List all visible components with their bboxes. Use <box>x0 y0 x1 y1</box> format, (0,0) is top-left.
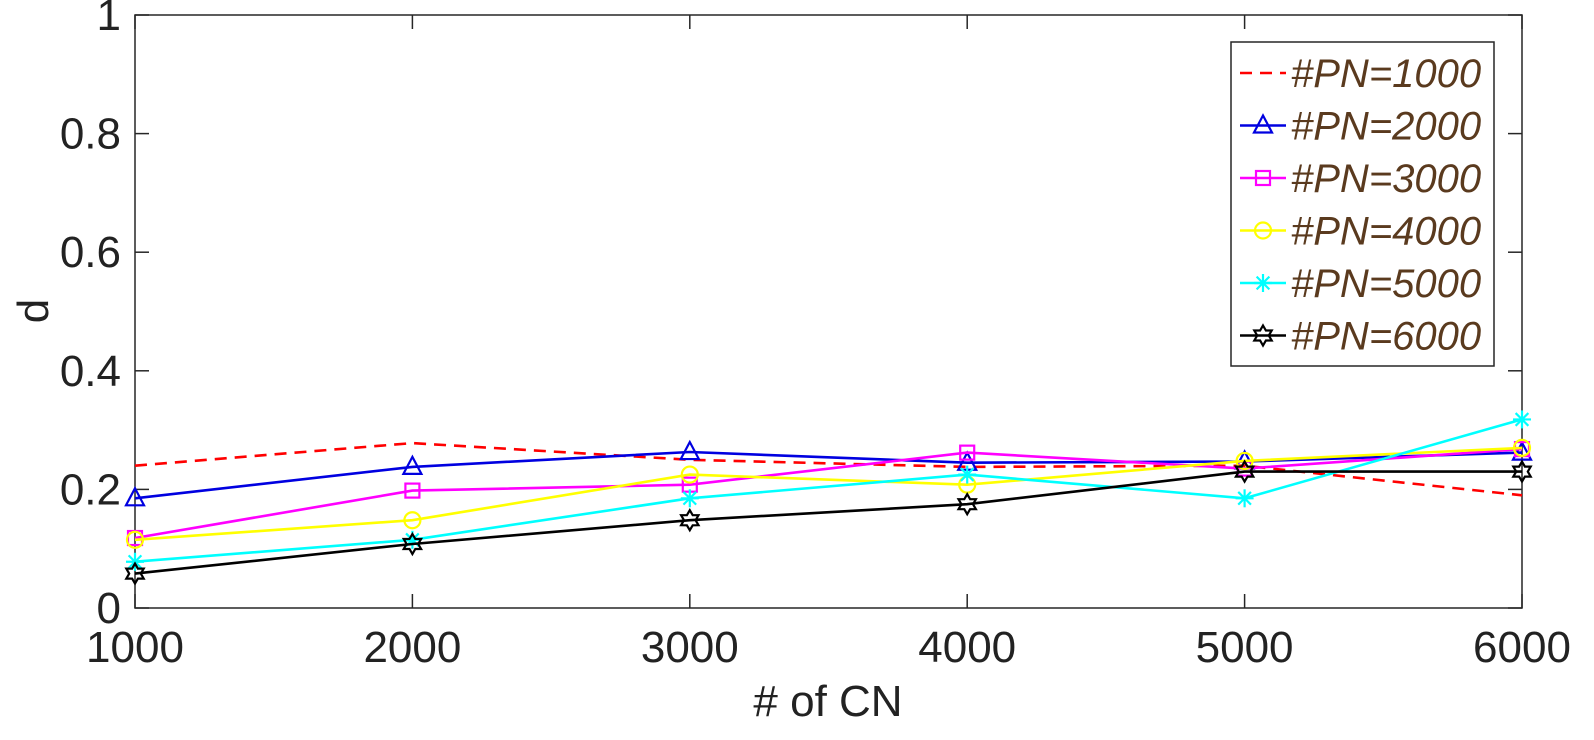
legend-label: #PN=2000 <box>1291 105 1481 149</box>
asterisk-stroke <box>960 467 975 482</box>
legend-label: #PN=3000 <box>1291 157 1481 201</box>
series-6 <box>124 459 1533 586</box>
y-tick-label: 0.6 <box>60 228 121 277</box>
asterisk-stroke <box>1255 275 1271 291</box>
x-tick-label: 2000 <box>363 623 461 672</box>
data-point <box>124 561 146 586</box>
x-tick-label: 6000 <box>1473 623 1571 672</box>
data-point <box>1254 274 1272 292</box>
legend-label: #PN=1000 <box>1291 52 1481 96</box>
data-point <box>125 530 145 549</box>
data-point <box>1512 438 1532 457</box>
legend-label: #PN=6000 <box>1291 315 1481 359</box>
y-tick-label: 0.2 <box>60 465 121 514</box>
series-1 <box>134 441 1523 497</box>
legend-item: #PN=3000 <box>1240 157 1481 201</box>
legend: #PN=1000 #PN=2000 #PN=3000 #PN=4000 #PN=5000… <box>1230 41 1495 367</box>
data-point <box>1235 489 1254 508</box>
series-line <box>134 441 1523 497</box>
data-point <box>680 489 699 508</box>
series-4 <box>125 438 1532 549</box>
y-axis-label: d <box>9 299 58 323</box>
data-point <box>401 454 424 475</box>
legend-item: #PN=1000 <box>1240 52 1481 96</box>
data-point <box>959 444 976 461</box>
data-point <box>956 492 978 517</box>
series-line <box>134 470 1522 575</box>
data-point <box>1513 410 1531 429</box>
data-point <box>679 508 701 533</box>
x-tick-label: 5000 <box>1196 623 1294 672</box>
data-point <box>1252 323 1274 348</box>
series-line <box>134 418 1523 563</box>
legend-box <box>1230 41 1495 367</box>
y-axis: 0 0.2 0.4 0.6 0.8 1 <box>60 0 1522 633</box>
legend-item: #PN=4000 <box>1240 210 1481 254</box>
data-point <box>401 531 424 557</box>
data-point <box>1235 451 1254 471</box>
legend-item: #PN=5000 <box>1240 262 1481 306</box>
data-point <box>1511 459 1533 484</box>
data-point <box>1253 221 1273 240</box>
series-line <box>134 446 1523 542</box>
data-point <box>124 485 146 507</box>
y-tick-label: 0.4 <box>60 347 121 396</box>
asterisk-stroke <box>1514 412 1530 427</box>
y-tick-label: 0 <box>97 584 121 633</box>
x-tick-label: 1000 <box>86 623 184 672</box>
legend-item: #PN=6000 <box>1240 315 1481 359</box>
legend-label: #PN=4000 <box>1291 210 1481 254</box>
data-point <box>678 439 701 461</box>
legend-item: #PN=2000 <box>1240 105 1481 149</box>
data-point <box>1254 169 1272 187</box>
y-tick-label: 0.8 <box>60 110 121 159</box>
data-point <box>680 465 699 484</box>
data-point <box>958 465 977 484</box>
y-tick-label: 1 <box>97 0 121 40</box>
x-axis-label: # of CN <box>753 677 902 726</box>
series-line <box>134 447 1523 540</box>
x-axis: 1000 2000 3000 4000 5000 6000 <box>86 15 1571 672</box>
x-tick-label: 3000 <box>641 623 739 672</box>
data-point <box>404 482 421 499</box>
data-point <box>403 511 422 530</box>
legend-label: #PN=5000 <box>1291 262 1481 306</box>
series-layer <box>124 410 1533 586</box>
x-tick-label: 4000 <box>918 623 1016 672</box>
data-point <box>1233 459 1256 484</box>
data-point <box>1252 113 1274 134</box>
asterisk-stroke <box>682 491 697 506</box>
asterisk-stroke <box>1237 491 1252 506</box>
